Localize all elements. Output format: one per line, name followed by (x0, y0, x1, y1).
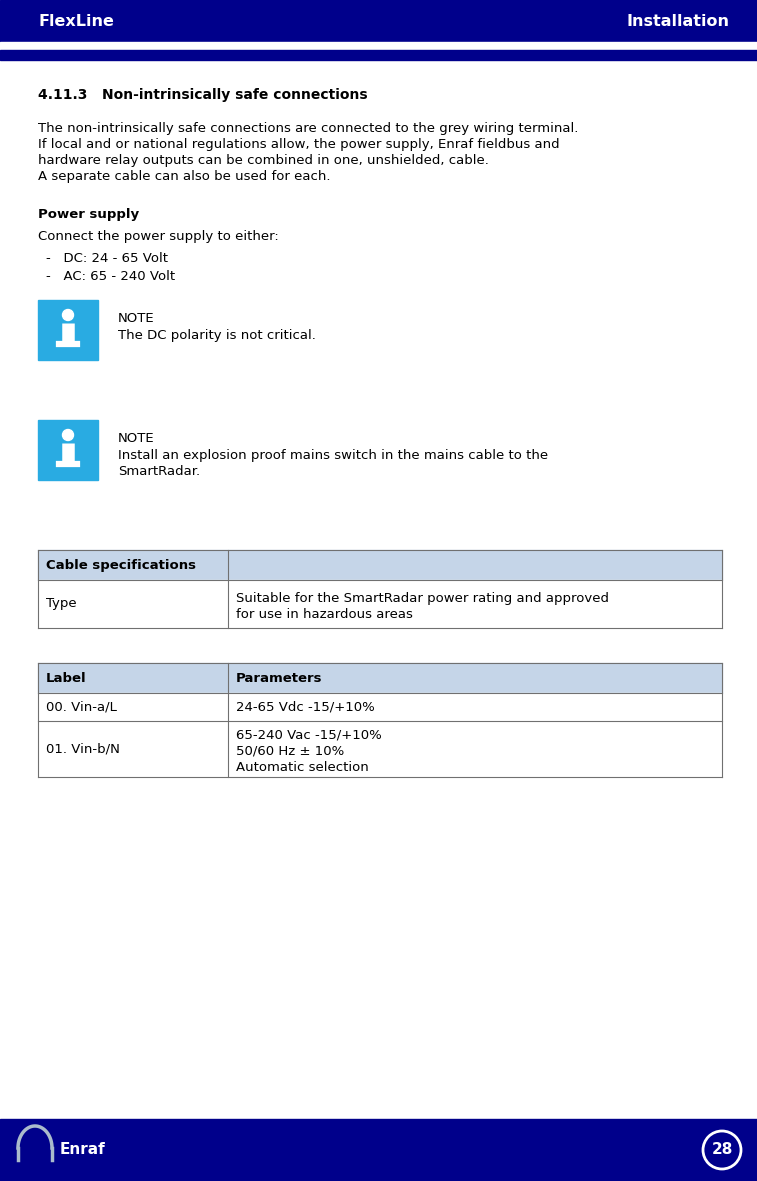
Bar (0, 50, 757, 60)
Bar (38, 300, 98, 360)
Text: 01. Vin-b/N: 01. Vin-b/N (46, 743, 120, 756)
Text: Parameters: Parameters (236, 672, 322, 685)
Text: 28: 28 (712, 1142, 733, 1157)
Bar (38, 580, 722, 628)
Text: Power supply: Power supply (38, 208, 139, 221)
Text: Connect the power supply to either:: Connect the power supply to either: (38, 230, 279, 243)
Text: The DC polarity is not critical.: The DC polarity is not critical. (118, 329, 316, 342)
Bar (38, 693, 722, 720)
Text: hardware relay outputs can be combined in one, unshielded, cable.: hardware relay outputs can be combined i… (38, 154, 489, 167)
Text: A separate cable can also be used for each.: A separate cable can also be used for ea… (38, 170, 331, 183)
Bar (38, 663, 722, 693)
Text: Suitable for the SmartRadar power rating and approved: Suitable for the SmartRadar power rating… (236, 592, 609, 605)
Text: Installation: Installation (626, 13, 729, 28)
Bar (0, 1120, 757, 1181)
Text: Type: Type (46, 598, 76, 611)
Bar (38, 420, 98, 479)
Text: 50/60 Hz ± 10%: 50/60 Hz ± 10% (236, 745, 344, 758)
Text: -   DC: 24 - 65 Volt: - DC: 24 - 65 Volt (46, 252, 168, 265)
Text: NOTE: NOTE (118, 312, 154, 325)
Text: for use in hazardous areas: for use in hazardous areas (236, 608, 413, 621)
Text: 24-65 Vdc -15/+10%: 24-65 Vdc -15/+10% (236, 700, 375, 713)
Circle shape (63, 430, 73, 441)
Text: 00. Vin-a/L: 00. Vin-a/L (46, 700, 117, 713)
Text: 65-240 Vac -15/+10%: 65-240 Vac -15/+10% (236, 729, 382, 742)
Text: Automatic selection: Automatic selection (236, 761, 369, 774)
Text: Install an explosion proof mains switch in the mains cable to the: Install an explosion proof mains switch … (118, 449, 548, 462)
Text: Enraf: Enraf (60, 1142, 106, 1157)
Bar (38, 720, 722, 777)
Bar (0, 0, 757, 43)
Text: Cable specifications: Cable specifications (46, 559, 196, 572)
Text: 4.11.3   Non-intrinsically safe connections: 4.11.3 Non-intrinsically safe connection… (38, 89, 368, 102)
Text: If local and or national regulations allow, the power supply, Enraf fieldbus and: If local and or national regulations all… (38, 138, 559, 151)
Text: FlexLine: FlexLine (38, 13, 114, 28)
Bar (0, 43, 757, 50)
Text: The non-intrinsically safe connections are connected to the grey wiring terminal: The non-intrinsically safe connections a… (38, 122, 578, 135)
Text: SmartRadar.: SmartRadar. (118, 465, 200, 478)
Text: Label: Label (46, 672, 86, 685)
Circle shape (63, 309, 73, 320)
Bar (38, 550, 722, 580)
Text: NOTE: NOTE (118, 432, 154, 445)
Text: -   AC: 65 - 240 Volt: - AC: 65 - 240 Volt (46, 270, 175, 283)
